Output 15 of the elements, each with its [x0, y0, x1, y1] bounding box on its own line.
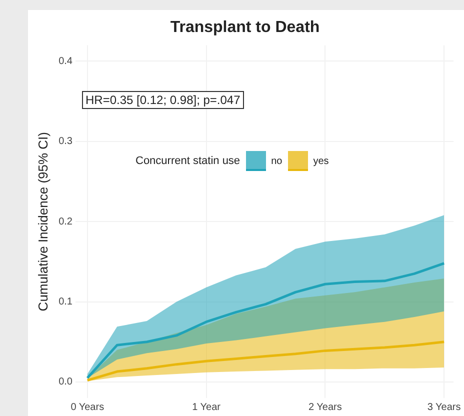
y-axis-title: Cumulative Incidence (95% CI): [35, 132, 50, 312]
y-tick-label: 0.4: [58, 56, 73, 67]
x-tick-label: 1 Year: [192, 402, 222, 413]
y-tick-label: 0.3: [58, 136, 73, 148]
annotation: HR=0.35 [0.12; 0.98]; p=.047: [82, 91, 244, 110]
y-tick-label: 0.1: [58, 296, 73, 308]
legend-label: no: [271, 156, 282, 167]
x-tick-label: 0 Years: [70, 402, 104, 413]
legend-label: yes: [313, 156, 329, 167]
x-tick-label: 2 Years: [308, 402, 342, 413]
legend-title: Concurrent statin use: [136, 155, 240, 168]
x-tick-label: 3 Years: [427, 402, 461, 413]
y-tick-label: 0.2: [58, 216, 73, 228]
y-tick-label: 0.0: [58, 376, 73, 388]
chart-title: Transplant to Death: [170, 19, 320, 36]
